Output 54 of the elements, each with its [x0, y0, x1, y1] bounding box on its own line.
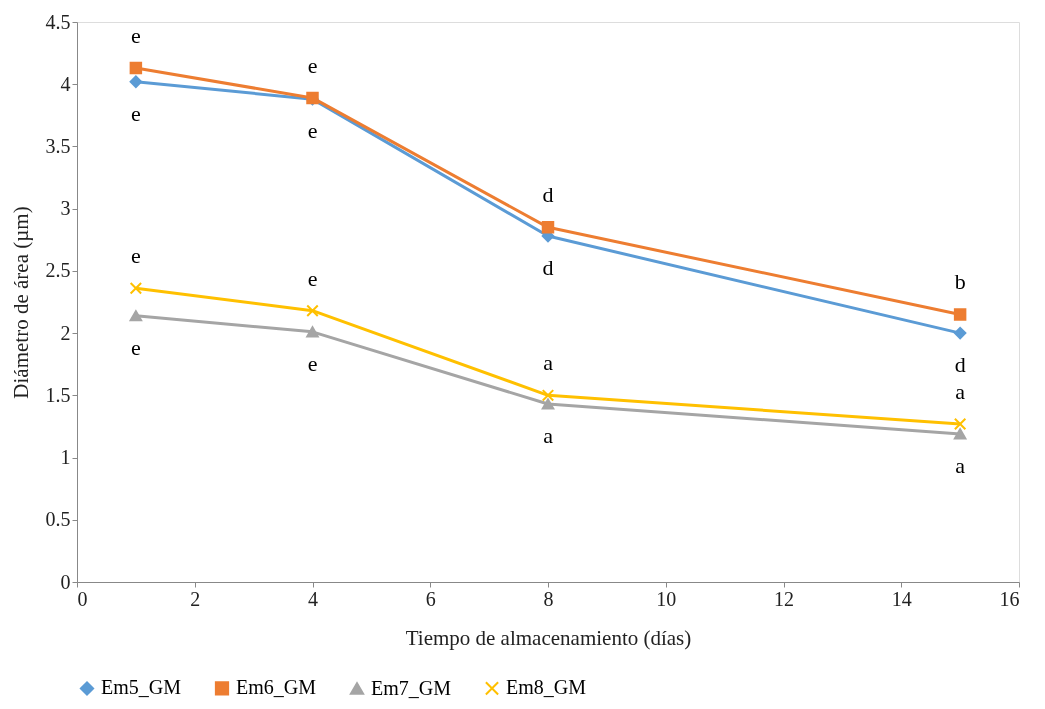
- data-label: e: [307, 350, 318, 376]
- point: [541, 221, 555, 234]
- data-label: e: [307, 118, 318, 144]
- y-tick-label: 3: [60, 197, 71, 220]
- y-tick-label: 0: [60, 570, 71, 593]
- x-tick-label: 12: [774, 587, 794, 610]
- x-axis-title: Tiempo de almacenamiento (días): [405, 625, 692, 650]
- x-tick-label: 4: [308, 587, 318, 610]
- data-label: a: [955, 378, 966, 404]
- data-label: d: [542, 255, 554, 281]
- point: [953, 428, 967, 440]
- legend-label: Em6_GM: [236, 676, 317, 699]
- legend-label: Em7_GM: [371, 676, 452, 699]
- point: [953, 417, 967, 431]
- point: [129, 61, 143, 75]
- data-label: b: [954, 269, 966, 295]
- y-tick-label: 1: [60, 446, 71, 469]
- y-tick-label: 0.5: [45, 508, 71, 531]
- y-tick-label: 3.5: [45, 134, 71, 157]
- data-label: d: [954, 352, 966, 378]
- point: [306, 326, 319, 338]
- x-tick-label: 6: [425, 587, 436, 610]
- data-label: e: [307, 52, 318, 78]
- point: [953, 308, 967, 321]
- x-tick-label: 0: [77, 587, 88, 610]
- point: [541, 389, 555, 402]
- data-label: d: [542, 182, 554, 208]
- point: [129, 75, 143, 88]
- y-axis-title: Diámetro de área (µm): [8, 206, 33, 399]
- data-label: a: [543, 350, 554, 376]
- data-label: e: [130, 100, 141, 126]
- point: [129, 310, 143, 322]
- y-tick-label: 4: [60, 72, 71, 95]
- point: [541, 398, 555, 410]
- y-tick-label: 1.5: [45, 383, 71, 406]
- point: [953, 326, 967, 340]
- legend-label: Em8_GM: [506, 676, 587, 699]
- y-tick-label: 4.5: [45, 10, 71, 33]
- data-label: e: [130, 243, 141, 269]
- data-label: e: [130, 334, 141, 360]
- point: [129, 282, 143, 295]
- data-label: e: [130, 23, 141, 49]
- x-tick-label: 16: [999, 587, 1020, 610]
- x-tick-label: 8: [543, 587, 554, 610]
- y-tick-label: 2.5: [45, 259, 71, 282]
- data-label: e: [307, 265, 318, 291]
- legend-label: Em5_GM: [101, 676, 182, 699]
- x-tick-label: 10: [656, 587, 677, 610]
- data-label: a: [543, 423, 554, 449]
- data-label: a: [955, 452, 966, 478]
- point: [306, 304, 319, 317]
- x-tick-label: 2: [190, 587, 201, 610]
- y-tick-label: 2: [60, 321, 71, 344]
- x-tick-label: 14: [891, 587, 912, 610]
